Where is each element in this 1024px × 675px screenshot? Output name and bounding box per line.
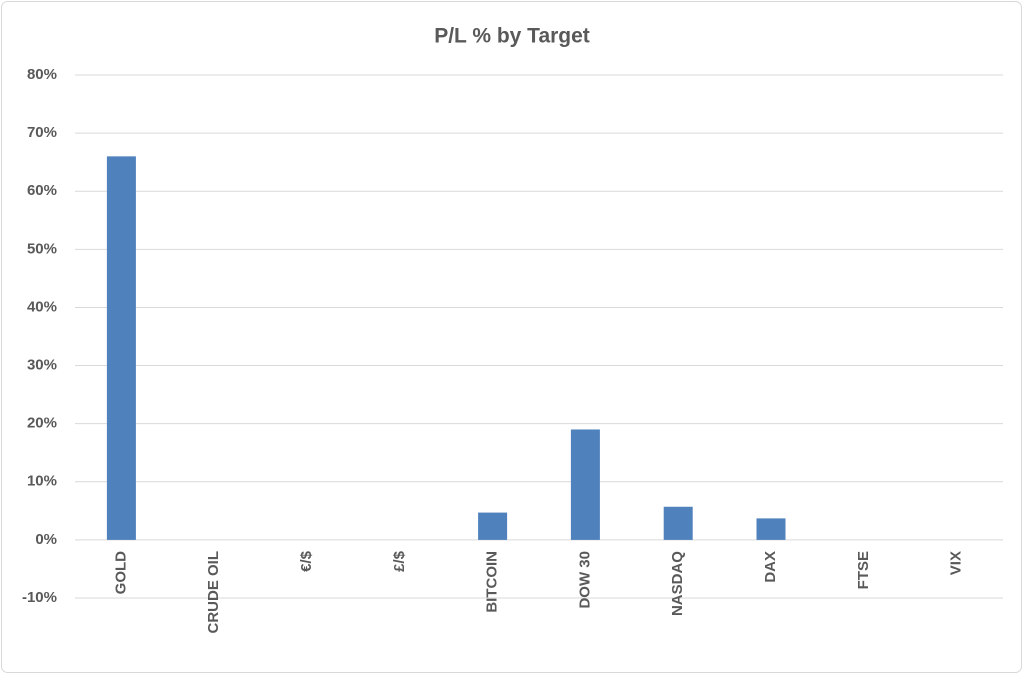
y-tick-label: 10% (27, 473, 57, 490)
bar (106, 156, 136, 540)
x-tick-label: NASDAQ (669, 551, 686, 616)
bar (756, 518, 786, 540)
chart-title: P/L % by Target (434, 25, 590, 48)
y-tick-label: 70% (27, 124, 57, 141)
x-tick-label: GOLD (112, 551, 129, 594)
bar (478, 512, 508, 540)
y-tick-label: 50% (27, 240, 57, 257)
y-tick-label: 20% (27, 415, 57, 432)
y-tick-label: 0% (35, 531, 57, 548)
bar (663, 506, 693, 540)
y-tick-label: 80% (27, 66, 57, 83)
y-tick-label: 60% (27, 182, 57, 199)
bar (570, 429, 600, 540)
x-tick-label: VIX (948, 551, 965, 575)
x-tick-label: £/$ (391, 550, 408, 572)
x-tick-label: €/$ (298, 550, 315, 572)
x-tick-label: DOW 30 (576, 551, 593, 609)
y-tick-label: 30% (27, 357, 57, 374)
x-tick-label: BITCOIN (484, 551, 501, 613)
y-tick-label: -10% (22, 589, 57, 606)
x-tick-label: FTSE (855, 551, 872, 589)
x-tick-label: CRUDE OIL (205, 551, 222, 634)
x-tick-label: DAX (762, 551, 779, 583)
y-tick-label: 40% (27, 298, 57, 315)
